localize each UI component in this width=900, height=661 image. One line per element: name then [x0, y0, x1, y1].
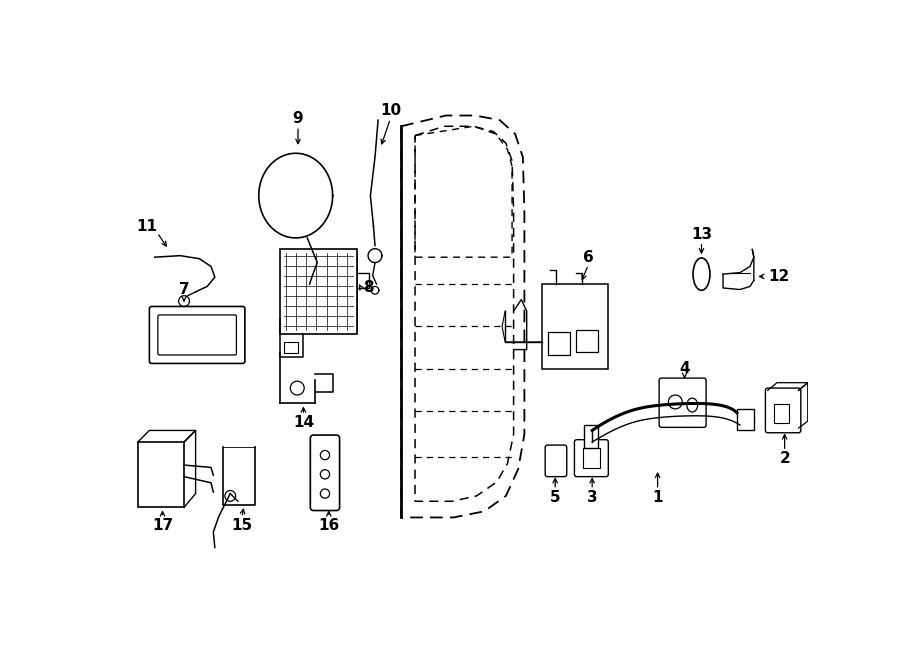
Bar	[737, 409, 754, 430]
Text: 8: 8	[364, 280, 374, 295]
Text: 14: 14	[292, 415, 314, 430]
Text: 3: 3	[587, 490, 598, 505]
Text: 7: 7	[179, 282, 189, 297]
Text: 15: 15	[231, 518, 252, 533]
FancyBboxPatch shape	[149, 307, 245, 364]
FancyBboxPatch shape	[158, 315, 237, 355]
Text: 9: 9	[292, 111, 303, 126]
Bar	[583, 448, 600, 468]
Bar	[542, 284, 608, 369]
Bar	[774, 405, 789, 423]
Ellipse shape	[687, 398, 698, 412]
Bar	[284, 342, 298, 354]
Text: 13: 13	[691, 227, 712, 241]
FancyBboxPatch shape	[765, 388, 801, 433]
Text: 11: 11	[137, 219, 157, 234]
Text: 10: 10	[380, 103, 401, 118]
Text: 4: 4	[680, 362, 690, 376]
Bar	[584, 425, 598, 448]
Bar	[138, 442, 184, 508]
FancyBboxPatch shape	[574, 440, 608, 477]
Text: 5: 5	[550, 490, 561, 505]
Ellipse shape	[693, 258, 710, 290]
Bar	[280, 249, 357, 334]
Text: 1: 1	[652, 490, 662, 505]
Text: 2: 2	[779, 451, 790, 467]
Text: 12: 12	[768, 269, 789, 284]
Text: 17: 17	[152, 518, 173, 533]
FancyBboxPatch shape	[310, 435, 339, 510]
Bar	[548, 332, 570, 355]
Bar	[576, 330, 598, 352]
FancyBboxPatch shape	[545, 445, 567, 477]
Text: 6: 6	[583, 250, 594, 264]
FancyBboxPatch shape	[659, 378, 706, 428]
Text: 16: 16	[319, 518, 339, 533]
